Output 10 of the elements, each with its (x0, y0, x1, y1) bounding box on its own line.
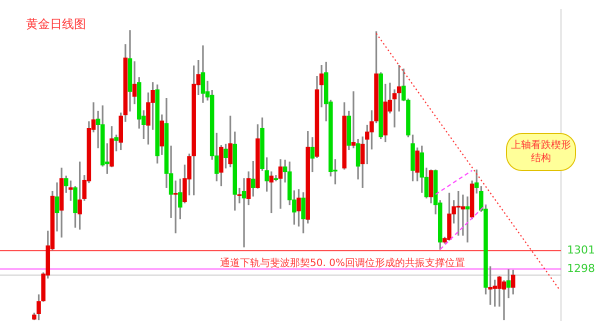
y-tick-label: 1298 (567, 262, 596, 275)
annotation: 上轴看跌楔形结构 (510, 139, 572, 165)
y-tick-label: 1301 (567, 244, 596, 257)
candlestick (465, 196, 470, 242)
candlestick (460, 194, 466, 236)
speech-bubble: 上轴看跌楔形结构 (506, 133, 576, 171)
candlestick (242, 178, 246, 248)
candlestick (278, 159, 283, 209)
text: 黄金日线图 (26, 16, 86, 33)
annotation: 通道下轨与斐波那契50. 0%回调位形成的共振支撑位置 (220, 258, 465, 270)
